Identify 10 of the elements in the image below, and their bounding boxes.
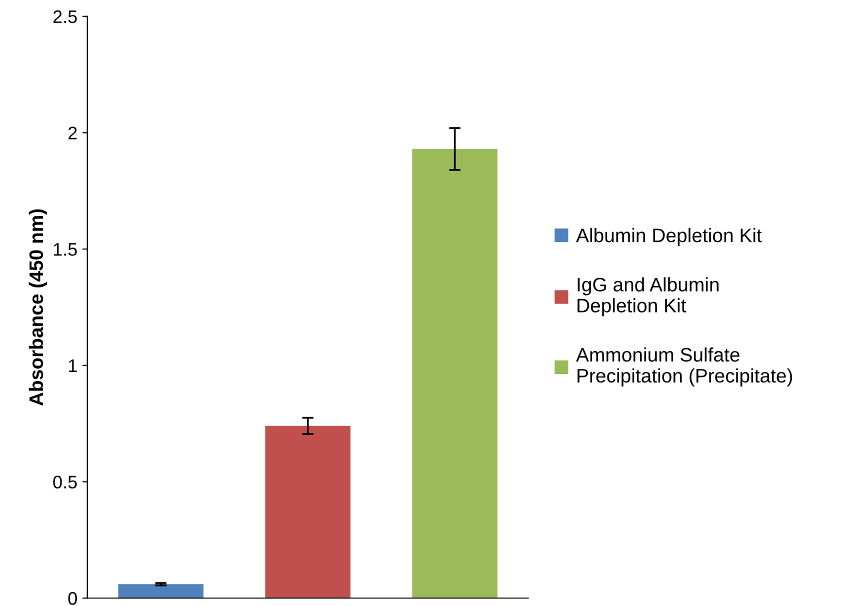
y-tick-label: 2.5 [53,10,77,24]
y-axis-title: Absorbance (450 nm) [28,209,47,406]
y-tick-label: 0.5 [53,476,77,488]
y-tick-label: 1.5 [54,243,77,256]
y-tick-label: 2 [68,126,77,140]
y-tick-label: 1 [68,360,77,372]
legend-label: Albumin Depletion Kit [576,228,762,246]
legend-label: Ammonium Sulfate Precipitation (Precipitate) [576,347,792,386]
y-tick-label: 0 [68,592,77,605]
legend-label: IgG and Albumin Depletion Kit [578,277,719,316]
